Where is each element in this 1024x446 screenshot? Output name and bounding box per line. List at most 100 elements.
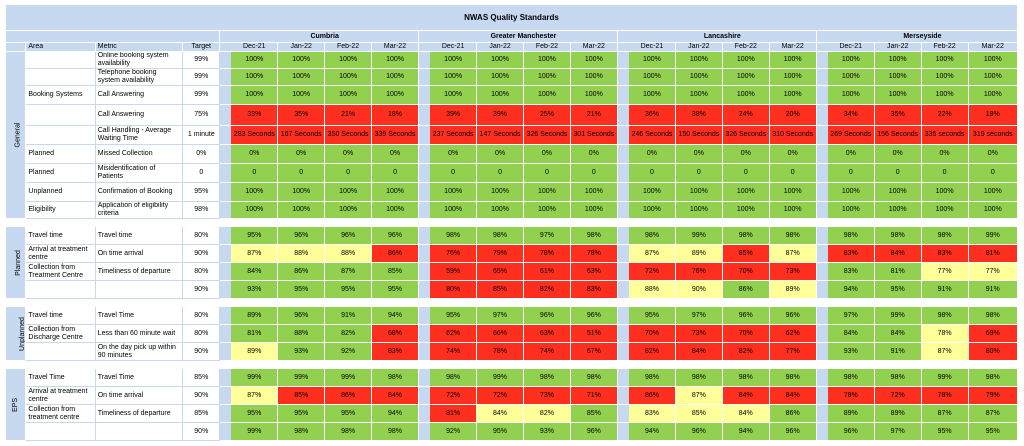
- value-cell: 94%: [372, 405, 419, 423]
- value-cell: 35%: [874, 105, 922, 126]
- month-header-row: Area Metric Target Dec-21 Jan-22 Feb-22 Mar…: [6, 43, 1018, 52]
- value-cell: 99%: [477, 369, 524, 387]
- region-separator: [220, 325, 232, 343]
- month-header: Dec-21: [827, 43, 875, 52]
- region-separator: [220, 263, 232, 281]
- region-header-blank: [6, 31, 221, 43]
- value-cell: 84%: [769, 387, 817, 405]
- value-cell: 99%: [278, 369, 326, 387]
- region-separator: [617, 86, 629, 105]
- value-cell: 96%: [278, 307, 326, 325]
- metric-header: Metric: [95, 43, 184, 52]
- value-cell: 100%: [874, 86, 922, 105]
- region-separator: [418, 31, 431, 43]
- table-row: Call Handling - Average Waiting Time 1 mi…: [6, 126, 1018, 145]
- value-cell: 100%: [372, 183, 419, 202]
- target-cell: 80%: [183, 307, 221, 325]
- area-cell: [26, 69, 96, 86]
- value-cell: 39%: [430, 105, 478, 126]
- value-cell: 100%: [827, 183, 875, 202]
- value-cell: 100%: [570, 52, 618, 69]
- value-cell: 0%: [278, 145, 326, 164]
- metric-cell: Online booking system availability: [95, 52, 184, 69]
- value-cell: 100%: [921, 183, 969, 202]
- value-cell: 0: [570, 164, 618, 183]
- value-cell: 77%: [968, 263, 1018, 281]
- value-cell: 99%: [675, 227, 723, 245]
- region-separator: [617, 307, 629, 325]
- month-header: Dec-21: [430, 43, 478, 52]
- metric-cell: On the day pick up within 90 minutes: [95, 343, 184, 361]
- value-cell: 94%: [629, 423, 676, 441]
- month-header: Feb-22: [325, 43, 373, 52]
- region-separator: [418, 405, 431, 423]
- value-cell: 34%: [827, 105, 875, 126]
- value-cell: 100%: [827, 52, 875, 69]
- table-row: Planned Travel time Travel time 80% 95% 96% 96…: [6, 227, 1018, 299]
- value-cell: 96%: [827, 423, 875, 441]
- value-cell: 80%: [430, 281, 478, 299]
- region-separator: [617, 183, 629, 202]
- region-separator: [816, 325, 828, 343]
- area-cell: Planned: [26, 164, 96, 183]
- region-separator: [220, 423, 232, 441]
- group-spacer-cell: [6, 219, 1018, 227]
- value-cell: 21%: [325, 105, 373, 126]
- value-cell: 99%: [325, 369, 373, 387]
- metric-cell: [95, 281, 184, 299]
- value-cell: 84%: [675, 343, 723, 361]
- value-cell: 147 Seconds: [477, 126, 524, 145]
- target-cell: 1 minute: [183, 126, 221, 145]
- value-cell: 79%: [477, 245, 524, 263]
- group-spacer-cell: [6, 299, 1018, 307]
- value-cell: 85%: [477, 281, 524, 299]
- value-cell: 269 Seconds: [827, 126, 875, 145]
- region-separator: [617, 227, 629, 245]
- region-separator: [418, 245, 431, 263]
- group-label-general: General: [6, 52, 27, 219]
- value-cell: 93%: [231, 281, 279, 299]
- value-cell: 81%: [430, 405, 478, 423]
- value-cell: 87%: [325, 263, 373, 281]
- value-cell: 100%: [629, 86, 676, 105]
- value-cell: 100%: [477, 202, 524, 219]
- metric-cell: Call Handling - Average Waiting Time: [95, 126, 184, 145]
- value-cell: 0: [430, 164, 478, 183]
- value-cell: 98%: [570, 227, 618, 245]
- value-cell: 0%: [874, 145, 922, 164]
- value-cell: 96%: [278, 227, 326, 245]
- value-cell: 77%: [769, 343, 817, 361]
- value-cell: 82%: [325, 325, 373, 343]
- value-cell: 100%: [769, 69, 817, 86]
- region-separator: [816, 202, 828, 219]
- value-cell: 87%: [769, 245, 817, 263]
- metric-cell: Call Answering: [95, 105, 184, 126]
- value-cell: 86%: [629, 387, 676, 405]
- value-cell: 87%: [231, 387, 279, 405]
- metric-cell: [95, 423, 184, 441]
- value-cell: 87%: [231, 245, 279, 263]
- region-separator: [617, 423, 629, 441]
- region-header-merseyside: Merseyside: [827, 31, 1018, 43]
- value-cell: 0%: [430, 145, 478, 164]
- month-separator: [220, 43, 232, 52]
- value-cell: 62%: [430, 325, 478, 343]
- value-cell: 85%: [722, 245, 770, 263]
- value-cell: 78%: [921, 387, 969, 405]
- value-cell: 95%: [278, 405, 326, 423]
- table-row: Arrival at treatment centre On time arriv…: [6, 387, 1018, 405]
- value-cell: 98%: [372, 423, 419, 441]
- value-cell: 81%: [231, 325, 279, 343]
- group-label-eps: EPS: [6, 369, 27, 441]
- value-cell: 95%: [874, 281, 922, 299]
- value-cell: 95%: [968, 423, 1018, 441]
- value-cell: 100%: [523, 86, 571, 105]
- group-label-text: Planned: [14, 249, 22, 276]
- value-cell: 73%: [675, 325, 723, 343]
- value-cell: 100%: [874, 183, 922, 202]
- value-cell: 95%: [231, 227, 279, 245]
- value-cell: 0%: [968, 145, 1018, 164]
- month-separator: [617, 43, 629, 52]
- value-cell: 95%: [231, 405, 279, 423]
- region-separator: [418, 281, 431, 299]
